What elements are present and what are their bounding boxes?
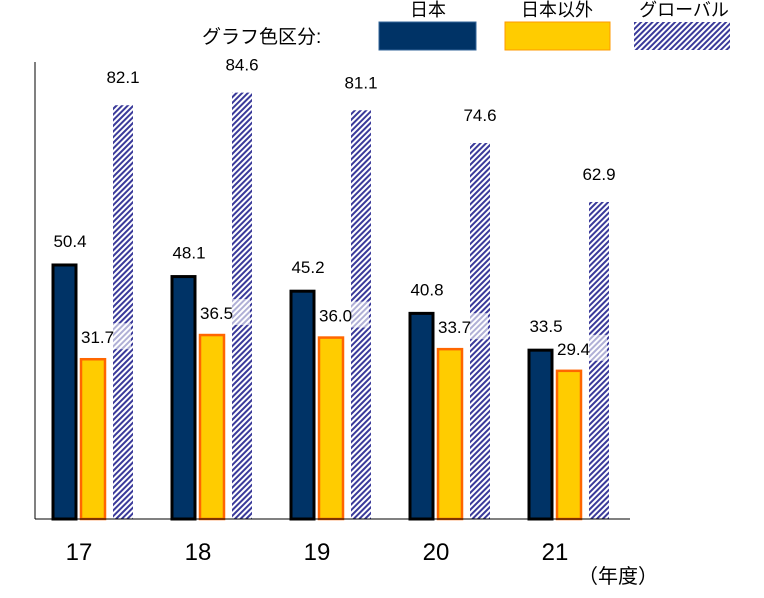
bar-japan	[51, 263, 78, 521]
x-tick-label: 21	[542, 539, 569, 566]
x-unit-label: （年度）	[578, 565, 658, 588]
value-label-outside-japan: 33.7	[438, 318, 471, 337]
value-label-background	[436, 313, 488, 340]
value-label-outside-japan: 36.5	[200, 304, 233, 323]
x-tick-label: 19	[304, 539, 331, 566]
legend-label-outside-japan: 日本以外	[521, 0, 593, 20]
x-tick-label: 17	[66, 539, 93, 566]
bar-japan	[289, 289, 316, 521]
bar-japan	[408, 311, 435, 521]
bar-outside-japan	[555, 369, 583, 521]
x-tick-label: 20	[423, 539, 450, 566]
value-label-outside-japan: 31.7	[81, 328, 114, 347]
value-label-outside-japan: 29.4	[557, 340, 590, 359]
value-label-global: 62.9	[582, 165, 615, 184]
value-label-japan: 40.8	[410, 280, 443, 299]
legend-title: グラフ色区分:	[202, 26, 321, 48]
legend-swatch-japan	[378, 21, 477, 51]
bar-outside-japan	[317, 336, 345, 521]
legend-swatch-outside-japan	[504, 21, 611, 51]
bar-japan	[527, 348, 554, 521]
bar-outside-japan	[436, 347, 464, 521]
bar-outside-japan	[198, 333, 226, 521]
value-label-global: 82.1	[106, 68, 139, 87]
bar-global	[113, 105, 133, 519]
value-label-japan: 50.4	[53, 232, 86, 251]
legend-label-global: グローバル	[639, 0, 729, 20]
value-label-japan: 33.5	[529, 317, 562, 336]
x-tick-label: 18	[185, 539, 212, 566]
value-label-japan: 48.1	[172, 244, 205, 263]
value-label-global: 81.1	[344, 73, 377, 92]
value-label-global: 84.6	[225, 56, 258, 75]
value-label-global: 74.6	[463, 106, 496, 125]
value-label-background	[555, 334, 607, 361]
legend: グラフ色区分: 日本 日本以外 グローバル	[202, 0, 730, 51]
value-label-japan: 45.2	[291, 258, 324, 277]
value-label-background	[79, 323, 131, 350]
legend-label-japan: 日本	[410, 0, 446, 20]
value-label-background	[198, 299, 250, 326]
legend-swatch-global	[634, 22, 730, 50]
value-label-outside-japan: 36.0	[319, 307, 352, 326]
bar-outside-japan	[79, 357, 107, 521]
bar-japan	[170, 275, 197, 521]
value-label-background	[317, 301, 369, 328]
